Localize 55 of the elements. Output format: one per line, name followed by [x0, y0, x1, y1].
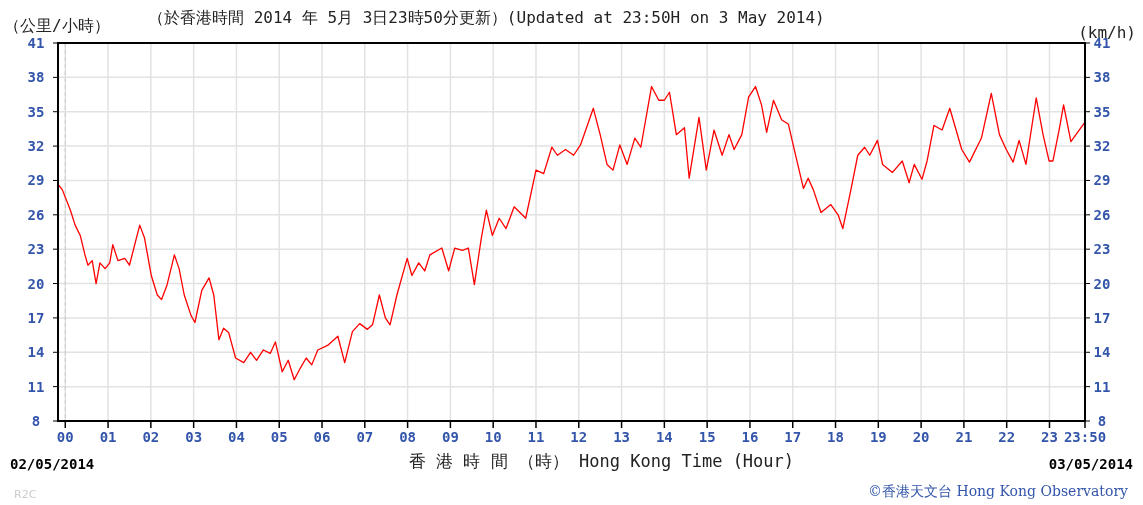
- y2-tick-label: 26: [1093, 206, 1111, 223]
- x-tick-label: 19: [869, 429, 887, 445]
- y-axis-title: （公里/小時）: [4, 16, 110, 35]
- y2-tick-label: 20: [1093, 275, 1111, 292]
- x-tick-label: 01: [99, 429, 117, 445]
- y2-tick-label: 29: [1093, 172, 1111, 189]
- x-tick-label: 17: [784, 429, 802, 445]
- line-series: [57, 85, 1086, 381]
- x-tick-label: 16: [741, 429, 759, 445]
- text: 03/05/2014: [1048, 456, 1133, 472]
- x-tick-label: 05: [270, 429, 288, 445]
- x-tick-label: 21: [955, 429, 973, 445]
- x-tick-label: 11: [527, 429, 545, 445]
- x-tick-label: 22: [998, 429, 1016, 445]
- x-tick-label: 09: [441, 429, 459, 445]
- x-tick-label: 13: [613, 429, 630, 445]
- x-tick-label: 07: [356, 429, 374, 445]
- y-tick-label: 8: [31, 413, 41, 429]
- y2-tick-label: 8: [1097, 413, 1107, 429]
- y-tick-label: 23: [27, 241, 45, 258]
- y2-tick-label: 11: [1093, 378, 1111, 395]
- x-axis-title: 香 港 時 間 （時） Hong Kong Time (Hour): [408, 451, 795, 471]
- y2-tick-label: 14: [1093, 344, 1111, 361]
- y-tick-label: 32: [27, 138, 45, 155]
- y-tick-label: 14: [27, 344, 45, 361]
- y-tick-label: 20: [27, 275, 45, 292]
- x-tick-label: 06: [313, 429, 331, 445]
- y-tick-label: 38: [27, 69, 45, 86]
- x-tick-label: 23: [1041, 429, 1058, 445]
- y-tick-label: 26: [27, 206, 45, 223]
- y2-tick-label: 17: [1093, 309, 1111, 326]
- x-tick-label: 14: [655, 429, 673, 445]
- x-tick-label: 23:50: [1063, 429, 1107, 445]
- y2-tick-label: 32: [1093, 138, 1111, 155]
- y-tick-label: 17: [27, 309, 45, 326]
- y2-tick-label: 38: [1093, 69, 1111, 86]
- y2-tick-label: 35: [1093, 103, 1111, 120]
- y2-tick-label: 23: [1093, 241, 1111, 258]
- x-tick-label: 18: [827, 429, 844, 445]
- text: ©香港天文台 Hong Kong Observatory: [868, 483, 1129, 499]
- x-tick-label: 04: [228, 429, 245, 445]
- text: 02/05/2014: [10, 456, 95, 472]
- x-tick-label: 15: [698, 429, 716, 445]
- y-tick-label: 29: [27, 172, 45, 189]
- chart-title: （於香港時間 2014 年 5月 3日23時50分更新）(Updated at 23:50H on 3 May 2014): [148, 8, 825, 27]
- x-tick-label: 02: [142, 429, 160, 445]
- x-tick-label: 20: [912, 429, 930, 445]
- x-tick-label: 03: [185, 429, 203, 445]
- x-tick-label: 08: [399, 429, 417, 445]
- x-tick-label: 12: [570, 429, 588, 445]
- y-tick-label: 35: [27, 103, 45, 120]
- x-tick-label: 00: [56, 429, 74, 445]
- x-tick-label: 10: [484, 429, 502, 445]
- y-tick-label: 41: [27, 35, 45, 51]
- y-tick-label: 11: [27, 378, 45, 395]
